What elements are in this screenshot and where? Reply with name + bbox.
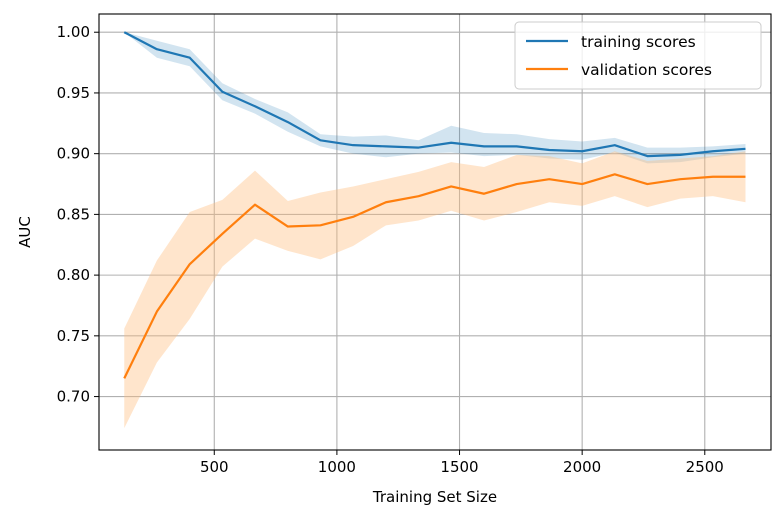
y-tick-label: 1.00 [57, 23, 90, 41]
y-tick-label: 0.95 [57, 84, 90, 102]
x-axis-label: Training Set Size [372, 488, 497, 506]
training-score-band [124, 32, 746, 164]
legend-label-validation: validation scores [581, 61, 712, 79]
x-tick-label: 2000 [563, 458, 601, 476]
plot-frame [98, 13, 772, 451]
y-tick-label: 0.80 [57, 266, 90, 284]
validation-scores-line [123, 173, 746, 379]
x-tick-label: 500 [200, 458, 229, 476]
series-lines [123, 31, 746, 379]
legend: training scores validation scores [514, 21, 762, 90]
x-tick-label: 1500 [440, 458, 478, 476]
y-tick-label: 0.70 [57, 388, 90, 406]
y-tick-label: 0.75 [57, 327, 90, 345]
grid-lines [99, 14, 771, 450]
x-tick-label: 2500 [686, 458, 724, 476]
y-tick-label: 0.85 [57, 205, 90, 223]
y-axis-label: AUC [16, 216, 34, 248]
legend-label-training: training scores [581, 33, 696, 51]
legend-box [514, 21, 762, 90]
training-scores-line [123, 31, 746, 158]
x-tick-label: 1000 [318, 458, 356, 476]
axis-ticks: 500 1000 1500 2000 2500 0.70 0.75 0.80 0.85 0.90 0… [57, 23, 724, 476]
y-tick-label: 0.90 [57, 145, 90, 163]
